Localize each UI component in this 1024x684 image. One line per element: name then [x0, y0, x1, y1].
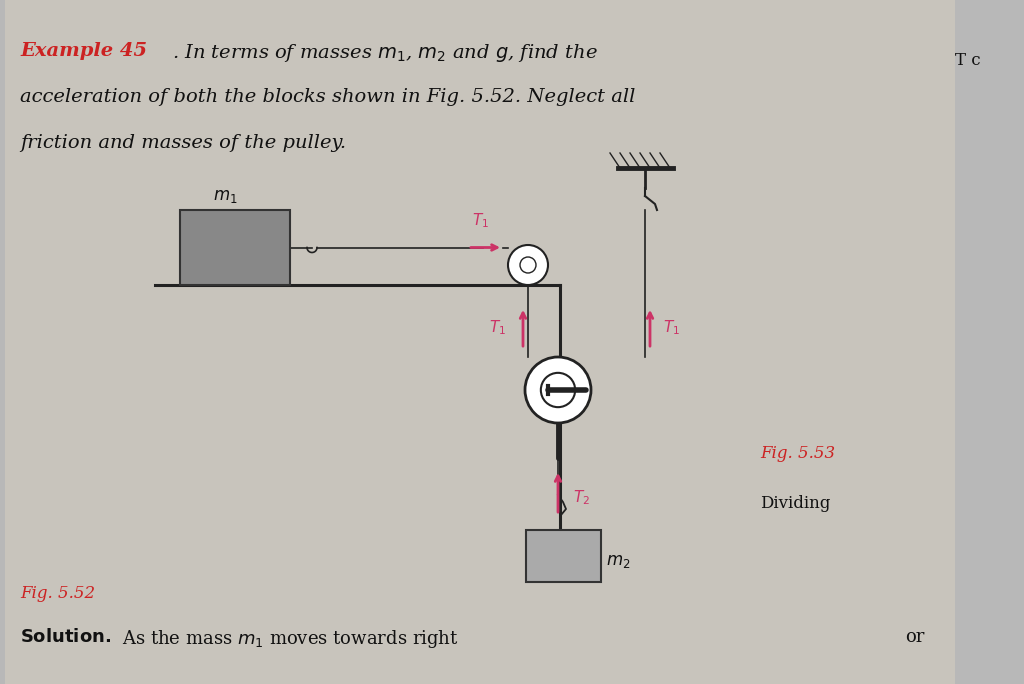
Text: $\mathbf{Solution.}$: $\mathbf{Solution.}$ [20, 628, 112, 646]
Text: Example 45: Example 45 [20, 42, 147, 60]
Text: $T_1$: $T_1$ [664, 319, 681, 337]
Text: acceleration of both the blocks shown in Fig. 5.52. Neglect all: acceleration of both the blocks shown in… [20, 88, 635, 106]
Text: As the mass $m_1$ moves towards right: As the mass $m_1$ moves towards right [122, 628, 459, 650]
Text: or: or [905, 628, 925, 646]
Text: Fig. 5.52: Fig. 5.52 [20, 585, 95, 602]
Text: $m_2$: $m_2$ [605, 553, 630, 570]
Circle shape [520, 257, 536, 273]
Circle shape [508, 245, 548, 285]
Text: friction and masses of the pulley.: friction and masses of the pulley. [20, 134, 346, 152]
Bar [180, 210, 290, 285]
Text: $m_1$: $m_1$ [213, 188, 238, 205]
Text: $T_2$: $T_2$ [573, 488, 590, 507]
Circle shape [525, 357, 591, 423]
Text: . In terms of masses $m_1$, $m_2$ and $g$, find the: . In terms of masses $m_1$, $m_2$ and $g… [172, 42, 598, 64]
Bar [525, 530, 600, 582]
Text: $T_1$: $T_1$ [489, 319, 507, 337]
Text: T c: T c [955, 52, 981, 69]
Text: $T_1$: $T_1$ [472, 211, 489, 231]
Circle shape [541, 373, 575, 407]
Text: Dividing: Dividing [760, 495, 830, 512]
Text: Fig. 5.53: Fig. 5.53 [760, 445, 836, 462]
